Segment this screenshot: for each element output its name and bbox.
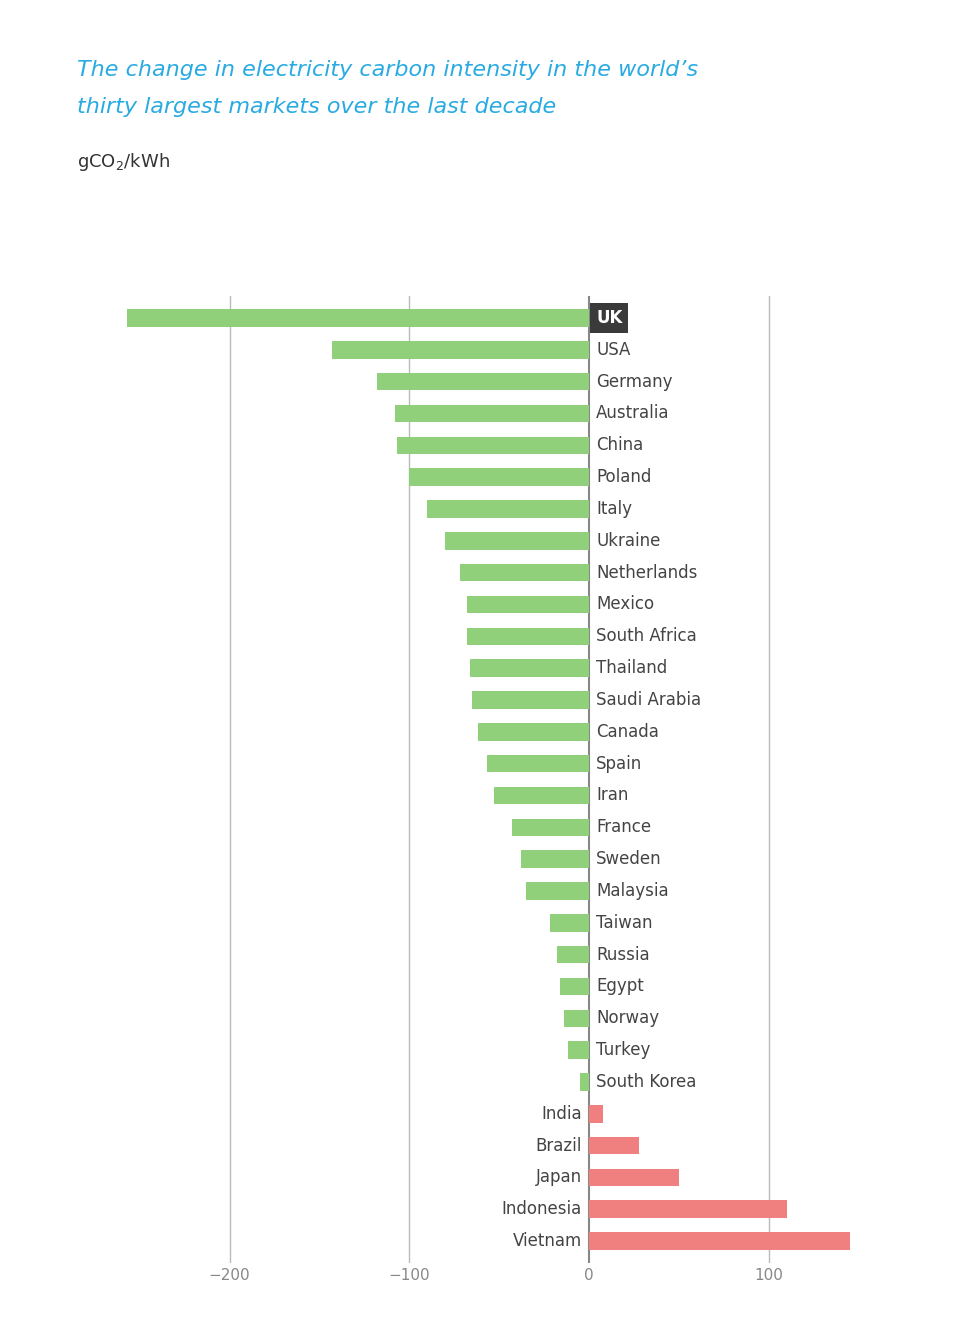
Bar (445, 532, 589, 550)
Text: France: France (596, 818, 652, 836)
Text: gCO$_2$/kWh: gCO$_2$/kWh (77, 151, 170, 172)
Text: South Africa: South Africa (596, 628, 697, 645)
Bar (467, 628, 589, 645)
Text: Vietnam: Vietnam (513, 1232, 582, 1250)
Bar (493, 786, 589, 804)
Text: Mexico: Mexico (596, 595, 655, 613)
Bar (549, 914, 589, 931)
Text: Germany: Germany (596, 372, 673, 391)
Bar (589, 1200, 787, 1218)
Bar (467, 595, 589, 613)
Text: Ukraine: Ukraine (596, 532, 660, 550)
Bar (396, 437, 589, 454)
Text: Saudi Arabia: Saudi Arabia (596, 691, 702, 708)
Bar (589, 1105, 604, 1122)
Bar (460, 564, 589, 582)
Bar (332, 341, 589, 359)
Text: UK: UK (596, 309, 623, 327)
Bar (567, 1042, 589, 1059)
Bar (472, 691, 589, 708)
Text: Netherlands: Netherlands (596, 563, 698, 582)
Text: Indonesia: Indonesia (502, 1200, 582, 1218)
Text: Italy: Italy (596, 500, 633, 517)
Text: Norway: Norway (596, 1009, 660, 1027)
Text: Turkey: Turkey (596, 1042, 651, 1059)
Text: thirty largest markets over the last decade: thirty largest markets over the last dec… (77, 97, 556, 117)
Text: Egypt: Egypt (596, 977, 644, 996)
Bar (409, 468, 589, 487)
Text: Russia: Russia (596, 946, 650, 964)
Bar (580, 1073, 589, 1091)
Text: China: China (596, 437, 643, 454)
Text: Canada: Canada (596, 723, 660, 741)
Bar (589, 1232, 850, 1250)
Text: Australia: Australia (596, 405, 670, 422)
Text: Thailand: Thailand (596, 659, 667, 677)
Text: The change in electricity carbon intensity in the world’s: The change in electricity carbon intensi… (77, 60, 698, 81)
Text: Japan: Japan (536, 1168, 582, 1187)
Bar (589, 1169, 679, 1187)
Text: Malaysia: Malaysia (596, 882, 669, 900)
Bar (564, 1009, 589, 1027)
Text: Poland: Poland (596, 468, 652, 487)
Bar (427, 500, 589, 517)
Bar (526, 882, 589, 899)
Bar (589, 1137, 639, 1154)
Text: Brazil: Brazil (536, 1137, 582, 1154)
Text: USA: USA (596, 341, 631, 359)
Bar (487, 755, 589, 773)
Bar (557, 946, 589, 964)
Text: Spain: Spain (596, 754, 642, 773)
Bar (520, 851, 589, 868)
Text: South Korea: South Korea (596, 1073, 697, 1091)
Bar (512, 818, 589, 836)
Text: India: India (541, 1105, 582, 1122)
Text: Taiwan: Taiwan (596, 914, 653, 931)
Bar (377, 372, 589, 390)
Bar (478, 723, 589, 741)
Bar (395, 405, 589, 422)
Text: Iran: Iran (596, 786, 629, 805)
Text: Sweden: Sweden (596, 851, 661, 868)
Bar (127, 309, 589, 327)
Bar (561, 977, 589, 995)
Bar (470, 660, 589, 677)
